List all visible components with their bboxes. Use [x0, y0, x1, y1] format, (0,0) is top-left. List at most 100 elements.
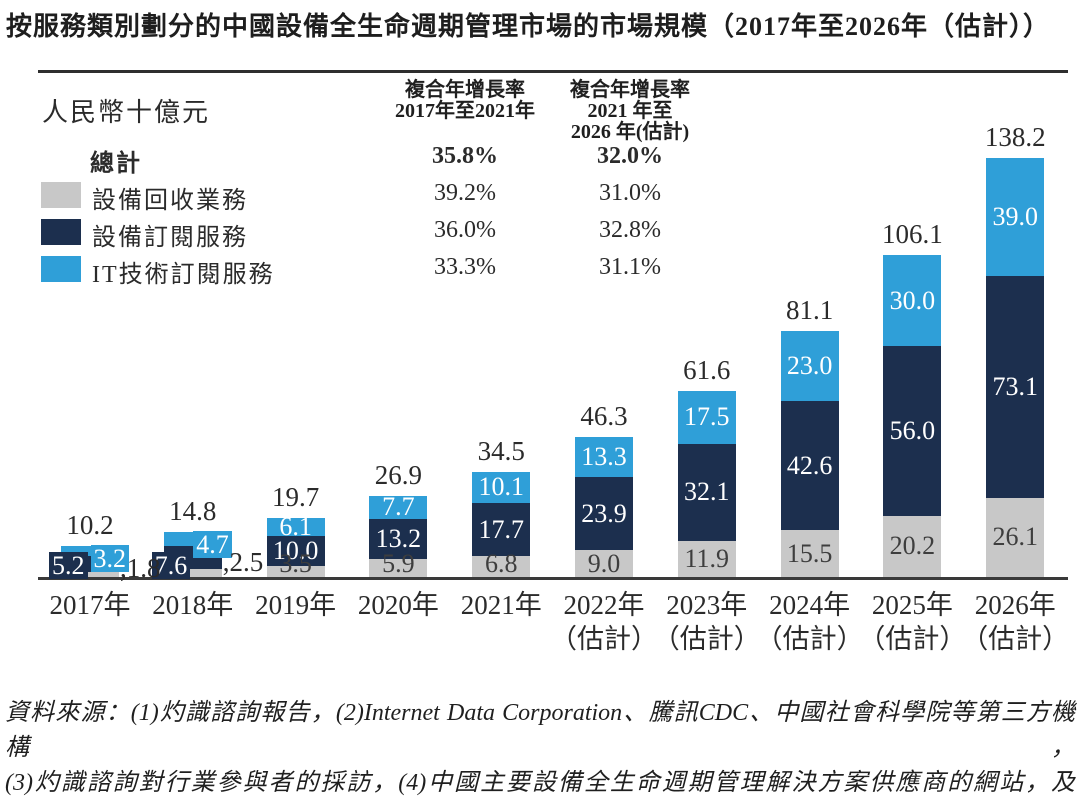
segment-value-label: 23.9	[581, 498, 627, 528]
year-text: 2025年	[871, 590, 953, 620]
cagr-value-2017-2021: 36.0%	[434, 217, 496, 243]
total-value-label: 34.5	[477, 436, 525, 467]
segment-value-label: 9.0	[587, 548, 621, 578]
bar-2019年: 19.7 6.1 10.0 3.5	[266, 483, 325, 577]
cagr-header-line: 2017年至2021年	[395, 100, 535, 122]
total-value-label: 10.2	[66, 510, 114, 541]
segment-value-label: 6.1	[279, 511, 312, 541]
x-axis-label-2021年: 2021年	[416, 588, 586, 622]
segment-value-label: 7.7	[382, 492, 415, 522]
segment-設備回收業務: 5.9	[369, 550, 428, 577]
segment-value-label: 32.1	[684, 477, 730, 507]
cagr-value-2021-2026: 32.0%	[597, 143, 663, 169]
total-value-label: 26.9	[374, 459, 423, 490]
year-text: 2026年	[974, 590, 1056, 620]
x-axis-label-2023年: 2023年 （估計）	[622, 588, 792, 656]
estimate-note: （估計）	[652, 624, 761, 654]
total-value-label: 138.2	[984, 122, 1046, 153]
year-text: 2018年	[152, 590, 234, 620]
bar-2025年: 106.1 30.0 56.0 20.2	[882, 221, 943, 577]
year-text: 2021年	[460, 590, 542, 620]
estimate-note: （估計）	[755, 624, 864, 654]
segment-設備訂閱服務: 56.0	[883, 346, 942, 516]
year-text: 2017年	[49, 590, 131, 620]
cagr-header-line: 複合年增長率	[570, 79, 690, 101]
x-axis-label-2025年: 2025年 （估計）	[827, 588, 997, 656]
segment-設備訂閱服務: 32.1	[677, 443, 736, 541]
segment-IT技術訂閱服務: 6.1	[266, 513, 325, 539]
x-axis-label-2019年: 2019年	[211, 588, 381, 622]
legend-label: 設備回收業務	[92, 188, 248, 214]
segment-value-label: 17.5	[684, 402, 730, 432]
segment-設備訂閱服務: 17.7	[472, 502, 531, 557]
segment-value-label: 23.0	[786, 351, 833, 381]
source-note-line: (3)灼識諮詢對行業參與者的採訪，(4)中國主要設備全生命週期管理解決方案供應商…	[5, 770, 1075, 796]
legend-label: IT技術訂閱服務	[92, 262, 275, 288]
top-rule	[38, 70, 1068, 73]
cagr-value-2021-2026: 32.8%	[599, 217, 661, 243]
segment-value-label: 39.0	[992, 202, 1038, 232]
bar-2023年: 61.6 17.5 32.1 11.9	[677, 356, 736, 577]
cagr-header-line: 2021 年至	[587, 100, 673, 122]
blue-legend-swatch	[41, 256, 81, 282]
year-text: 2019年	[255, 590, 337, 620]
source-note: 資料來源：(1)灼識諮詢報告，(2)Internet Data Corporat…	[5, 696, 1075, 797]
segment-value-label: 5.2	[49, 552, 88, 579]
chart-title: 按服務類別劃分的中國設備全生命週期管理市場的市場規模（2017年至2026年（估…	[6, 12, 1051, 41]
segment-value-label: 10.1	[478, 472, 524, 502]
segment-value-label: 56.0	[889, 415, 936, 445]
segment-設備回收業務: 6.8	[472, 550, 531, 577]
segment-value-label: 42.6	[786, 450, 833, 480]
legend-row-series: 設備回收業務 39.2% 31.0%	[40, 180, 820, 214]
legend-row-total: 總計 35.8% 32.0%	[40, 143, 820, 177]
legend-row-series: 設備訂閱服務 36.0% 32.8%	[40, 217, 820, 251]
segment-設備訂閱服務: 73.1	[986, 276, 1045, 498]
segment-value-callout: ,2.5	[222, 547, 264, 577]
x-axis-label-2024年: 2024年 （估計）	[725, 588, 895, 656]
segment-設備回收業務: 3.5	[266, 550, 325, 577]
total-value-label: 19.7	[271, 481, 320, 512]
segment-value-label: 15.5	[786, 538, 833, 568]
cagr-value-2017-2021: 39.2%	[434, 180, 496, 206]
segment-設備回收業務	[163, 569, 222, 577]
bar-2018年: 14.8 7.6 4.7,2.5	[151, 498, 263, 579]
segment-value-label: 3.5	[279, 548, 312, 578]
segment-IT技術訂閱服務: 13.3	[575, 437, 633, 478]
segment-value-label: 3.2	[90, 545, 129, 573]
segment-設備訂閱服務: 13.2	[369, 519, 428, 560]
cagr-header-2017-2021: 複合年增長率 2017年至2021年	[355, 80, 575, 122]
year-text: 2023年	[666, 590, 748, 620]
total-value-label: 46.3	[580, 401, 628, 432]
cagr-value-2017-2021: 33.3%	[434, 254, 496, 280]
navy-legend-swatch	[41, 219, 81, 245]
segment-設備訂閱服務: 23.9	[575, 477, 633, 550]
segment-value-label: 4.7	[193, 531, 232, 559]
x-axis-label-2022年: 2022年 （估計）	[519, 588, 689, 656]
segment-value-label: 5.9	[382, 548, 415, 578]
segment-設備回收業務: 26.1	[986, 497, 1045, 577]
segment-value-label: 6.8	[484, 548, 518, 578]
segment-設備回收業務: 9.0	[575, 548, 633, 578]
segment-設備回收業務: 20.2	[883, 515, 942, 577]
total-value-label: 106.1	[882, 219, 943, 250]
segment-value-label: 10.0	[272, 536, 319, 566]
bar-2026年: 138.2 39.0 73.1 26.1	[985, 124, 1046, 577]
segment-IT技術訂閱服務: 23.0	[780, 331, 839, 401]
segment-value-callout: ,1.8	[120, 553, 161, 583]
cagr-header-line: 複合年增長率	[405, 79, 525, 101]
segment-value-label: 11.9	[684, 543, 730, 573]
x-axis-line	[38, 577, 1068, 580]
segment-value-label: 30.0	[889, 285, 936, 315]
segment-設備回收業務	[61, 571, 119, 577]
segment-IT技術訂閱服務: 7.7	[369, 492, 428, 522]
segment-value-label: 13.3	[581, 442, 627, 472]
unit-label: 人民幣十億元	[42, 98, 211, 127]
cagr-value-2021-2026: 31.1%	[599, 254, 661, 280]
segment-設備回收業務: 15.5	[780, 530, 839, 577]
legend-row-series: IT技術訂閱服務 33.3% 31.1%	[40, 254, 820, 288]
cagr-value-2017-2021: 35.8%	[432, 143, 498, 169]
segment-IT技術訂閱服務: 30.0	[883, 255, 942, 347]
segment-IT技術訂閱服務	[61, 546, 119, 556]
total-value-label: 14.8	[169, 496, 217, 527]
x-axis-label-2017年: 2017年	[5, 588, 175, 622]
